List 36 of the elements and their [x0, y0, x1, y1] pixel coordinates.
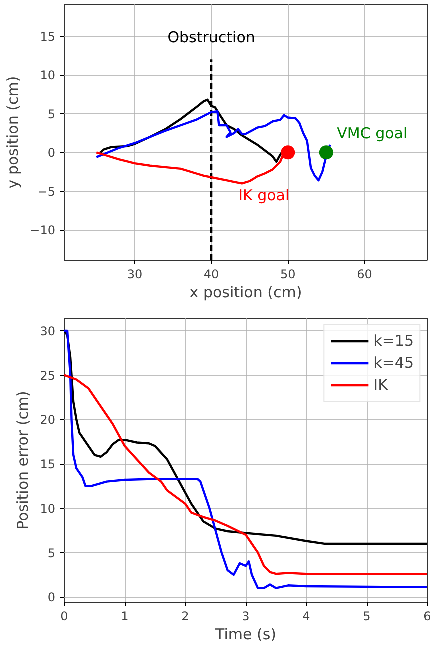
y-tick-label: 20 [40, 413, 56, 428]
y-tick-label: 10 [40, 68, 56, 83]
legend-label: IK [374, 376, 389, 394]
y-tick-label: 0 [48, 146, 56, 160]
series-label: Obstruction [168, 28, 256, 47]
y-tick-label: 30 [40, 324, 56, 338]
series-label: IK goal [238, 186, 290, 205]
x-tick-label: 40 [204, 268, 220, 282]
y-tick-label: −5 [38, 184, 56, 199]
x-axis-title: x position (cm) [190, 284, 302, 302]
x-tick-label: 50 [280, 268, 296, 282]
x-tick-label: 6 [424, 610, 432, 624]
y-axis-title: y position (cm) [4, 76, 22, 189]
x-tick-label: 60 [357, 268, 372, 282]
series-label: VMC goal [337, 124, 408, 143]
x-tick-label: 0 [60, 610, 68, 624]
line-series [64, 330, 428, 590]
y-tick-label: 25 [40, 368, 56, 383]
y-tick-label: 15 [40, 458, 56, 472]
y-tick-label: 10 [40, 502, 56, 516]
y-tick-label: 5 [48, 546, 56, 560]
x-tick-label: 4 [302, 610, 310, 624]
y-tick-label: 15 [40, 30, 56, 44]
y-tick-label: 0 [48, 590, 56, 605]
line-series [64, 374, 428, 576]
x-axis-title: Time (s) [214, 626, 276, 644]
x-tick-label: 30 [127, 268, 143, 282]
x-tick-label: 2 [182, 610, 190, 624]
y-tick-label: −10 [30, 224, 56, 238]
legend-label: k=45 [374, 354, 414, 372]
legend-label: k=15 [374, 332, 414, 350]
x-tick-label: 3 [242, 610, 250, 624]
x-tick-label: 5 [363, 610, 371, 624]
x-tick-label: 1 [121, 610, 129, 624]
y-tick-label: 5 [48, 107, 56, 122]
y-axis-title: Position error (cm) [14, 391, 32, 530]
